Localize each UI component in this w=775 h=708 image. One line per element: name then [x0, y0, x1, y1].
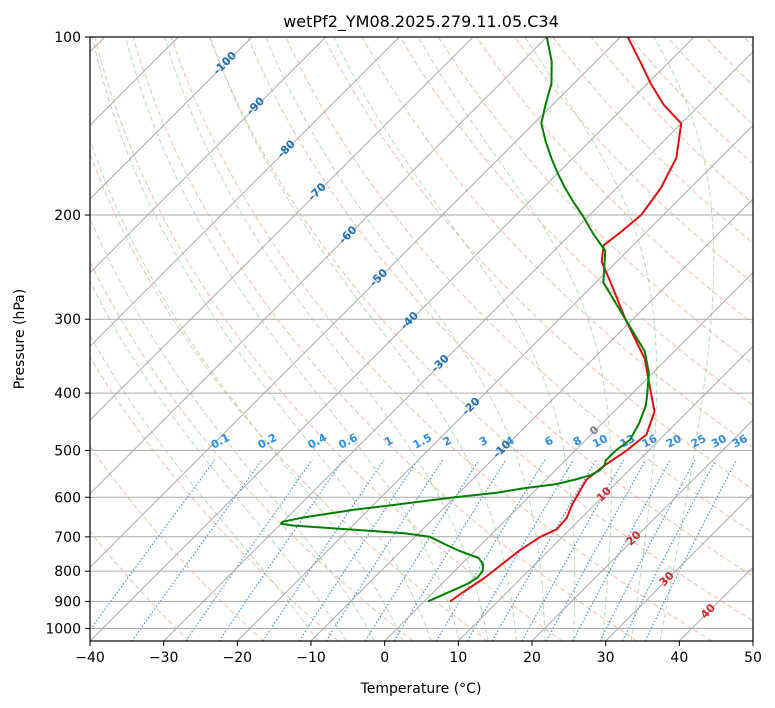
mixing-ratio-label: 10	[590, 432, 610, 451]
mixing-ratio-line	[90, 459, 216, 631]
isotherm-line	[310, 198, 753, 641]
isotherm-line	[90, 37, 621, 569]
y-tick-label: 400	[54, 386, 81, 402]
x-tick-label: −10	[296, 650, 326, 666]
isotherm-line	[90, 37, 548, 495]
temperature-profile	[449, 37, 683, 603]
plot-frame	[89, 36, 754, 642]
axes-layer: −40 −30 −20 −10 0 10 20 30 40 50 100 200 300 400 500 60…	[45, 30, 762, 666]
dry-adiabat	[590, 37, 753, 205]
dry-adiabat	[132, 37, 638, 641]
x-tick-label: 20	[523, 650, 541, 666]
mixing-ratio-line	[298, 459, 419, 641]
x-axis-label: Temperature (°C)	[360, 681, 482, 697]
mixing-ratio-line	[218, 459, 344, 641]
dry-adiabat	[90, 260, 414, 641]
mixing-ratio-line	[435, 459, 546, 641]
adiabats-layer	[90, 37, 753, 641]
isotherm-line	[236, 124, 753, 641]
y-tick-label: 700	[54, 530, 81, 546]
mixing-ratio-line	[325, 459, 444, 641]
mixing-ratio-line	[572, 459, 671, 641]
mixing-ratio-label: 20	[664, 432, 684, 451]
dry-adiabat	[285, 37, 753, 534]
isotherm-line	[531, 419, 753, 641]
grid-layer	[90, 37, 753, 641]
x-tick-label: 0	[380, 650, 389, 666]
mixing-ratio-line	[131, 459, 263, 641]
moist-adiabat	[209, 37, 517, 641]
moist-adiabat	[90, 138, 404, 641]
mixing-ratio-line	[262, 459, 385, 641]
y-tick-label: 500	[54, 443, 81, 459]
isotherm-line	[384, 271, 753, 641]
dry-adiabat	[552, 37, 753, 244]
y-tick-label: 1000	[45, 621, 81, 637]
mixing-ratio-label: 36	[730, 432, 750, 451]
y-tick-label: 600	[54, 490, 81, 506]
mixing-ratio-label: 25	[689, 432, 709, 451]
dry-adiabat	[90, 530, 190, 641]
moist-adiabat	[90, 334, 319, 641]
profile-layer	[280, 37, 683, 603]
mixing-ratio-label: 30	[709, 432, 729, 451]
x-tick-label: −40	[75, 650, 105, 666]
dry-adiabat	[170, 37, 712, 641]
isotherm-line	[605, 492, 753, 641]
x-tick-label: 30	[597, 650, 615, 666]
y-tick-label: 100	[54, 30, 81, 46]
x-tick-label: −20	[223, 650, 253, 666]
moist-adiabat	[265, 37, 546, 641]
mixing-ratio-line	[545, 459, 647, 641]
isotherm-line	[90, 37, 695, 641]
isotherm-line	[457, 345, 753, 641]
mixing-ratio-line	[393, 459, 507, 641]
moist-adiabat	[163, 37, 489, 641]
mixing-ratio-line	[599, 459, 696, 641]
y-tick-label: 800	[54, 564, 81, 580]
dry-adiabat	[90, 152, 488, 641]
moist-adiabat	[91, 37, 432, 641]
isotherm-line	[163, 50, 753, 641]
moist-adiabat	[524, 37, 658, 641]
x-tick-label: 50	[744, 650, 762, 666]
dry-adiabat	[209, 37, 753, 622]
dewpoint-profile	[280, 37, 650, 603]
y-tick-label: 900	[54, 594, 81, 610]
dry-adiabat	[323, 37, 753, 491]
moist-adiabat	[125, 37, 461, 641]
moist-adiabat	[90, 217, 376, 641]
moist-adiabat	[653, 37, 715, 641]
moist-adiabat	[90, 280, 347, 641]
dry-adiabat	[437, 37, 753, 365]
isotherm-line	[90, 37, 474, 421]
moist-adiabat	[417, 37, 612, 641]
isotherm-line	[90, 37, 327, 274]
dry-adiabat	[399, 37, 753, 407]
dry-adiabat	[476, 37, 753, 325]
dry-adiabat	[90, 356, 339, 641]
x-tick-label: −30	[149, 650, 179, 666]
mixing-ratio-line	[364, 459, 480, 641]
y-tick-label: 200	[54, 208, 81, 224]
mixing-ratio-line	[521, 459, 625, 641]
isotherm-line	[90, 37, 400, 348]
y-axis-label: Pressure (hPa)	[12, 289, 28, 389]
chart-title: wetPf2_YM08.2025.279.11.05.C34	[283, 12, 559, 32]
dry-adiabat	[94, 37, 563, 641]
isotherm-line	[90, 37, 253, 200]
y-tick-label: 300	[54, 312, 81, 328]
dry-adiabat	[247, 37, 753, 577]
x-tick-label: 40	[670, 650, 688, 666]
mixing-ratio-line	[644, 459, 737, 641]
mixing-ratio-layer	[90, 459, 737, 641]
x-tick-label: 10	[449, 650, 467, 666]
